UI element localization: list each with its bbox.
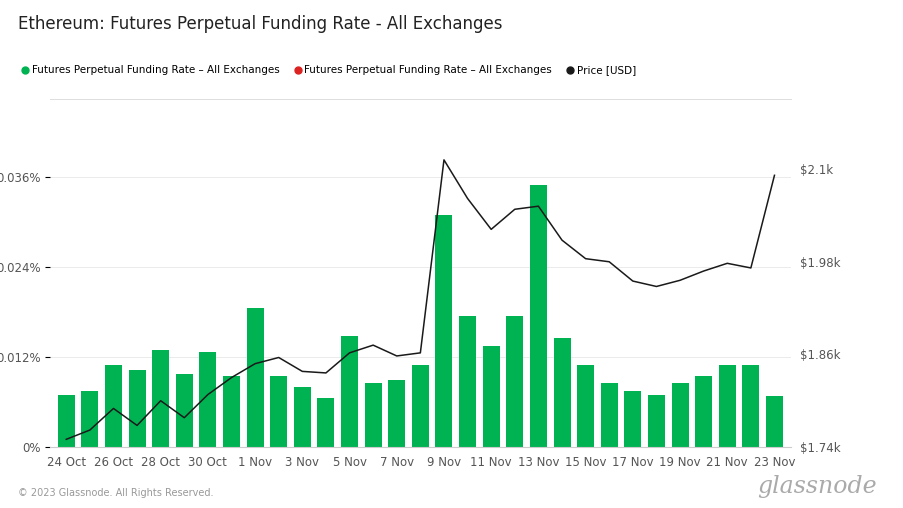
Bar [105, 365, 122, 447]
Bar [647, 395, 665, 447]
Text: Ethereum: Futures Perpetual Funding Rate - All Exchanges: Ethereum: Futures Perpetual Funding Rate… [18, 15, 502, 33]
Bar [200, 352, 216, 447]
Bar [387, 379, 405, 447]
Bar [506, 316, 523, 447]
Bar [435, 214, 452, 447]
Text: © 2023 Glassnode. All Rights Reserved.: © 2023 Glassnode. All Rights Reserved. [18, 488, 213, 498]
Bar [600, 384, 617, 447]
Bar [553, 338, 570, 447]
Bar [364, 384, 381, 447]
Bar [529, 184, 546, 447]
Bar [152, 350, 169, 447]
Bar [765, 396, 782, 447]
Bar [718, 365, 735, 447]
Bar [741, 365, 759, 447]
Bar [175, 374, 192, 447]
Bar [223, 376, 239, 447]
Bar [81, 391, 98, 447]
Bar [247, 308, 264, 447]
Legend: Futures Perpetual Funding Rate – All Exchanges, Futures Perpetual Funding Rate –: Futures Perpetual Funding Rate – All Exc… [18, 61, 640, 79]
Bar [270, 376, 287, 447]
Bar [58, 395, 75, 447]
Bar [482, 346, 499, 447]
Bar [317, 398, 334, 447]
Bar [128, 370, 145, 447]
Bar [459, 316, 476, 447]
Bar [694, 376, 712, 447]
Bar [671, 384, 688, 447]
Bar [576, 365, 593, 447]
Bar [340, 336, 358, 447]
Bar [293, 387, 311, 447]
Text: glassnode: glassnode [757, 475, 876, 498]
Bar [624, 391, 640, 447]
Bar [412, 365, 428, 447]
